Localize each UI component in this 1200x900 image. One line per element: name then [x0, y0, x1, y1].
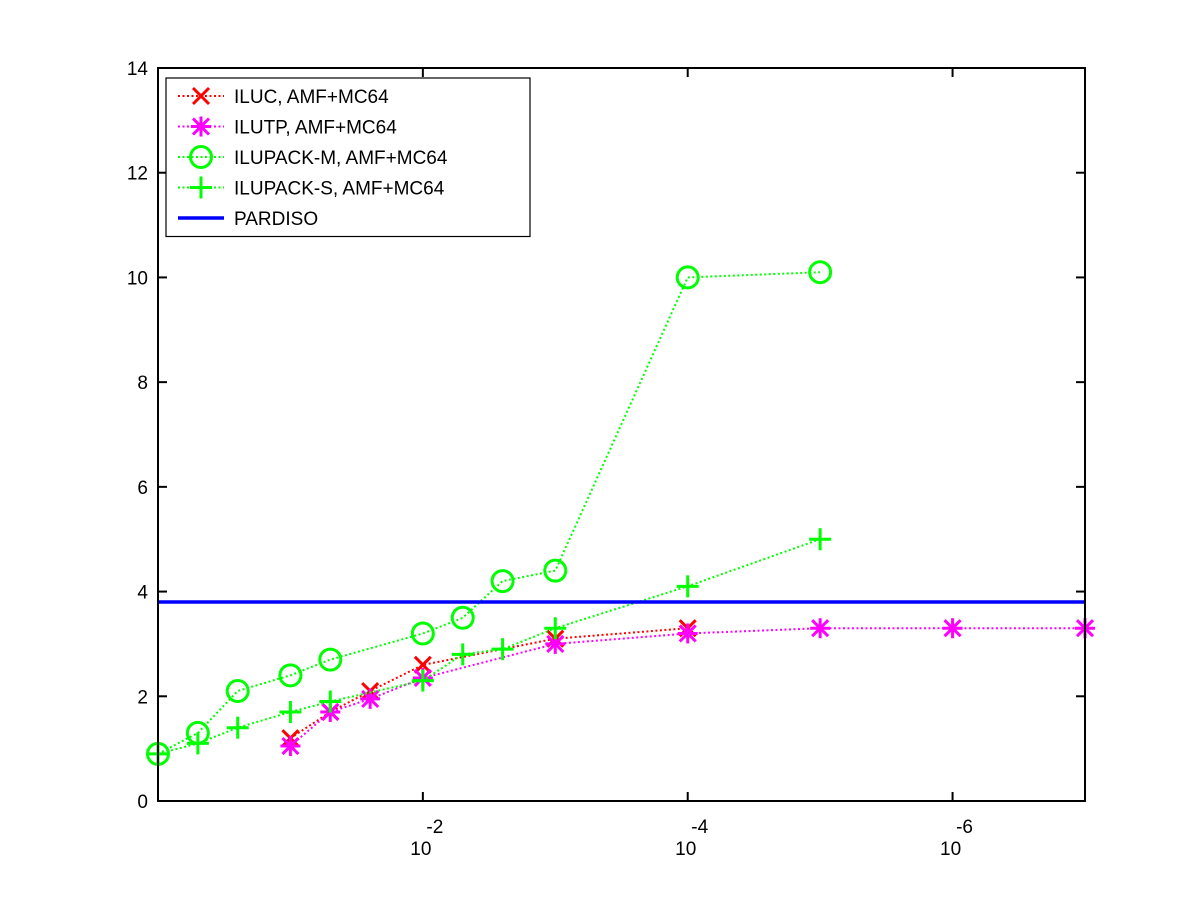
- legend-label: ILUPACK-M, AMF+MC64: [234, 148, 448, 169]
- series-4-point-10: [676, 575, 699, 598]
- legend-label: ILUPACK-S, AMF+MC64: [234, 179, 445, 200]
- series-3-point-6: [410, 621, 435, 646]
- legend-swatch-marker: [190, 176, 212, 199]
- series-2-line: [289, 627, 1085, 747]
- x-tick-label-exponent: -6: [956, 817, 973, 838]
- series-1-point-4: [413, 655, 432, 674]
- legend-entry-2: ILUTP, AMF+MC64: [178, 116, 397, 139]
- series-3-point-7: [450, 605, 475, 630]
- legend-box: [165, 77, 531, 238]
- series-4-point-7: [451, 643, 474, 666]
- series-4-point-6: [411, 669, 434, 692]
- x-tick-label-exponent: -2: [426, 817, 443, 838]
- series-3-point-3: [225, 679, 250, 704]
- legend-label: PARDISO: [234, 209, 318, 230]
- series-2-point-6: [677, 623, 698, 644]
- series-1-line: [289, 627, 688, 740]
- series-1: [281, 619, 697, 748]
- legend-label: ILUC, AMF+MC64: [234, 87, 389, 108]
- series-4: [147, 528, 832, 765]
- series-3-point-4: [278, 663, 303, 688]
- y-tick-label: 10: [127, 268, 148, 289]
- y-tick-label: 12: [127, 164, 148, 185]
- legend-entry-5: PARDISO: [178, 209, 318, 230]
- series-2-point-5: [545, 633, 566, 654]
- legend-swatch-marker: [191, 86, 211, 106]
- series-3-line: [157, 271, 821, 755]
- series-4-point-9: [544, 617, 567, 640]
- series-layer: [146, 260, 1095, 766]
- series-2-point-7: [810, 618, 831, 639]
- legend-entry-1: ILUC, AMF+MC64: [178, 86, 389, 108]
- y-tick-label: 2: [137, 687, 148, 708]
- legend-swatch-marker: [189, 145, 213, 169]
- x-tick-label-base: 10: [940, 839, 961, 860]
- x-tick-label-exponent: -4: [691, 817, 708, 838]
- series-3-point-10: [675, 265, 700, 290]
- series-4-point-3: [226, 716, 249, 739]
- x-tick-label-base: 10: [675, 839, 696, 860]
- series-2-point-1: [280, 736, 301, 757]
- series-4-point-8: [491, 638, 514, 661]
- legend-label: ILUTP, AMF+MC64: [234, 118, 397, 139]
- y-tick-label: 14: [127, 59, 149, 80]
- legend-entry-4: ILUPACK-S, AMF+MC64: [178, 176, 445, 200]
- y-tick-label: 6: [137, 478, 148, 499]
- series-4-point-4: [279, 700, 302, 723]
- series-4-point-5: [319, 690, 342, 713]
- y-tick-label: 0: [137, 792, 148, 813]
- legend-swatch-marker: [191, 116, 211, 137]
- series-4-point-11: [809, 528, 832, 551]
- axes-box: [157, 67, 1086, 802]
- series-3-point-8: [490, 569, 515, 594]
- series-4-line: [157, 538, 821, 755]
- series-3: [146, 260, 833, 766]
- x-tick-label-base: 10: [410, 839, 431, 860]
- series-3-point-11: [808, 260, 833, 285]
- y-tick-label: 8: [137, 373, 148, 394]
- y-tick-label: 4: [137, 583, 148, 604]
- legend-entry-3: ILUPACK-M, AMF+MC64: [178, 145, 448, 169]
- series-3-point-9: [543, 558, 568, 583]
- series-3-point-5: [318, 647, 343, 672]
- series-2-point-8: [942, 618, 963, 639]
- legend: ILUC, AMF+MC64 ILUTP, AMF+MC64 ILUPACK-M, …: [165, 77, 531, 238]
- series-4-point-2: [186, 732, 209, 755]
